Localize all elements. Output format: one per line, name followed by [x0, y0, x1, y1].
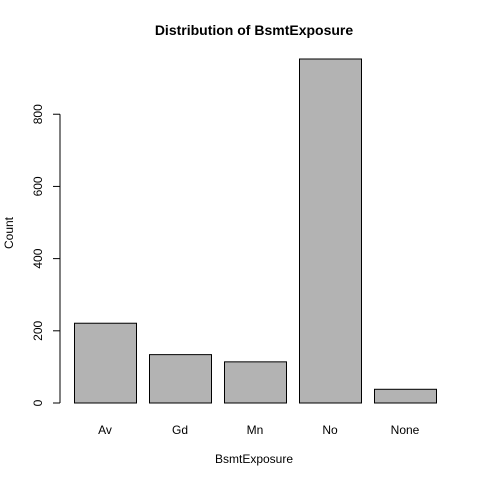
bar-av	[74, 322, 137, 404]
y-axis-label: Count	[2, 216, 16, 249]
y-tick-label-800: 800	[31, 104, 45, 124]
bar-none	[374, 388, 437, 404]
y-tick-label-0: 0	[31, 399, 45, 406]
chart-title: Distribution of BsmtExposure	[155, 22, 354, 38]
x-axis-label: BsmtExposure	[215, 452, 293, 466]
bar-no	[299, 58, 362, 404]
x-tick-label-no: No	[322, 423, 338, 437]
y-tick-label-600: 600	[31, 176, 45, 196]
y-axis: 0 200 400 600 800	[31, 104, 61, 406]
x-tick-label-gd: Gd	[172, 423, 188, 437]
x-tick-label-none: None	[391, 423, 420, 437]
y-tick-label-200: 200	[31, 320, 45, 340]
x-tick-label-av: Av	[98, 423, 112, 437]
bar-gd	[149, 354, 212, 404]
x-tick-label-mn: Mn	[247, 423, 264, 437]
x-axis-tick-labels: Av Gd Mn No None	[98, 423, 420, 437]
bar-mn	[224, 361, 287, 404]
bars-group	[74, 58, 437, 404]
y-tick-label-400: 400	[31, 248, 45, 268]
